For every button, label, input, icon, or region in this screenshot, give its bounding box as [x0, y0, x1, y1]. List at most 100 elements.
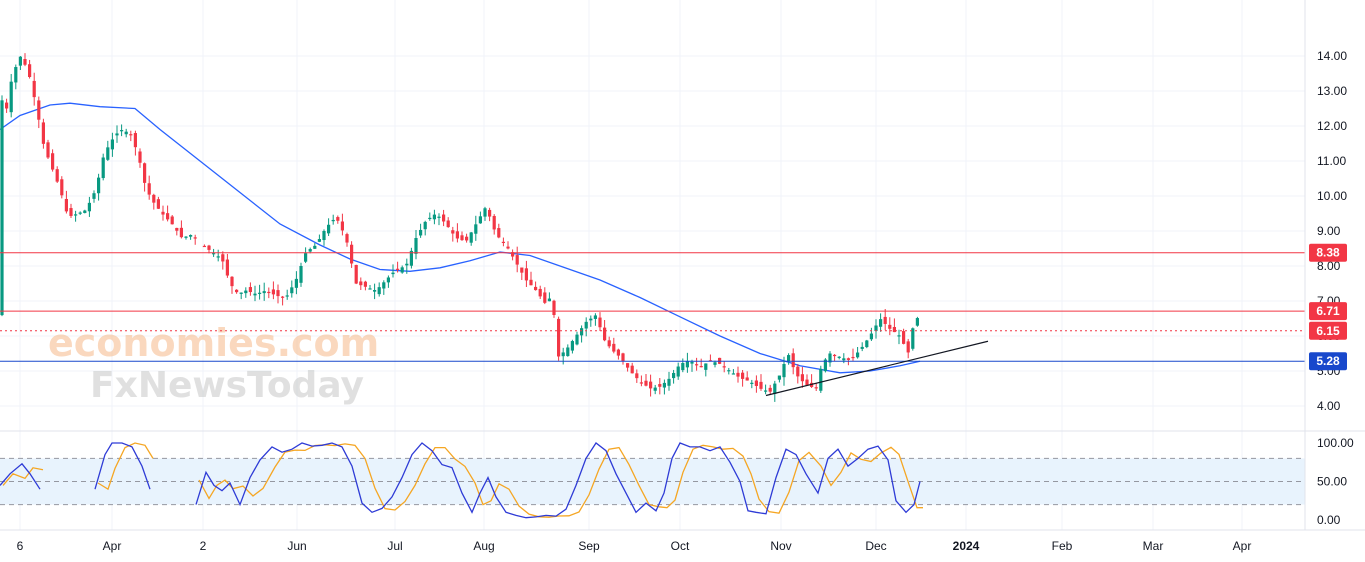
candle-body: [442, 214, 446, 222]
time-label: Sep: [578, 539, 600, 553]
time-label: 2024: [953, 539, 980, 553]
candle-body: [97, 177, 101, 194]
price-badge: 8.38: [1309, 243, 1347, 262]
candle-body: [672, 372, 676, 379]
candle-body: [327, 224, 331, 234]
candle-body: [506, 246, 510, 249]
candle-body: [593, 315, 597, 319]
candle-body: [147, 183, 151, 195]
candle-body: [736, 372, 740, 377]
candle-body: [285, 295, 289, 297]
candle-body: [363, 281, 367, 287]
time-label: Jul: [387, 539, 402, 553]
badge-bg: [1309, 352, 1347, 371]
candle-body: [230, 276, 234, 287]
candle-body: [906, 341, 910, 353]
candle-body: [28, 64, 32, 77]
candle-body: [409, 250, 413, 266]
stoch-tick-label: 50.00: [1317, 475, 1347, 489]
candle-body: [616, 349, 620, 356]
candle-body: [253, 293, 257, 296]
candle-body: [432, 214, 436, 220]
candle-body: [515, 255, 519, 265]
candle-body: [621, 353, 625, 362]
candle-body: [143, 163, 147, 183]
time-label: Apr: [1233, 539, 1252, 553]
candle-body: [156, 199, 160, 209]
candle-body: [695, 364, 699, 366]
candle-body: [331, 219, 335, 222]
candle-body: [644, 380, 648, 386]
candle-body: [745, 377, 749, 381]
candle-body: [258, 292, 262, 294]
candle-body: [262, 291, 266, 294]
candle-body: [405, 263, 409, 266]
candle-body: [630, 365, 634, 374]
candle-body: [396, 268, 400, 270]
candle-body: [101, 157, 105, 179]
candle-body: [690, 361, 694, 364]
candle-body: [520, 267, 524, 273]
candle-body: [561, 352, 565, 357]
candle-body: [796, 366, 800, 377]
candle-body: [782, 364, 786, 378]
candle-body: [225, 259, 229, 276]
candle-body: [133, 133, 137, 148]
candle-body: [837, 356, 841, 358]
candle-body: [267, 291, 271, 294]
candle-body: [354, 264, 358, 284]
candle-body: [161, 211, 165, 215]
candle-body: [874, 325, 878, 332]
candle-body: [276, 290, 280, 297]
time-label: Oct: [671, 539, 690, 553]
candle-body: [814, 387, 818, 389]
moving-average: [0, 102, 921, 374]
badge-label: 6.15: [1316, 324, 1340, 338]
candle-body: [78, 212, 82, 214]
candle-body: [455, 231, 459, 239]
candle-body: [534, 286, 538, 291]
candle-body: [5, 102, 9, 109]
candle-body: [833, 354, 837, 357]
watermark-fxnewstoday: FxNewsToday: [90, 365, 364, 406]
time-label: 6: [17, 539, 24, 553]
candle-body: [373, 290, 377, 292]
candle-body: [304, 253, 308, 262]
candle-body: [152, 194, 156, 203]
candle-body: [64, 198, 68, 212]
candle-body: [106, 147, 110, 160]
time-label: Apr: [103, 539, 122, 553]
candle-body: [244, 290, 248, 294]
candle-body: [386, 277, 390, 283]
candle-body: [60, 179, 64, 196]
candle-body: [846, 358, 850, 360]
candle-body: [281, 296, 285, 298]
watermark: economies.com FxNewsToday: [48, 321, 379, 406]
candle-body: [791, 353, 795, 368]
time-label: Mar: [1143, 539, 1164, 553]
candle-body: [18, 56, 22, 66]
price-tick-label: 12.00: [1317, 119, 1347, 133]
price-tick-label: 8.00: [1317, 259, 1341, 273]
candle-body: [0, 100, 4, 316]
candle-body: [787, 355, 791, 362]
candle-body: [575, 334, 579, 345]
candle-body: [653, 387, 657, 391]
candle-body: [120, 130, 124, 132]
stoch-k-line: [0, 442, 921, 519]
price-badge: 6.15: [1309, 321, 1347, 340]
candle-body: [368, 288, 372, 290]
badge-bg: [1309, 321, 1347, 340]
candle-body: [557, 318, 561, 357]
candle-body: [543, 292, 547, 303]
candle-body: [805, 379, 809, 386]
candlestick-series: [0, 53, 919, 402]
watermark-economies: economies.com: [48, 321, 379, 365]
price-grid: [0, 0, 1305, 530]
candle-body: [819, 368, 823, 391]
candle-body: [649, 381, 653, 389]
candle-body: [110, 139, 114, 150]
candle-body: [299, 266, 303, 283]
candle-body: [221, 254, 225, 262]
